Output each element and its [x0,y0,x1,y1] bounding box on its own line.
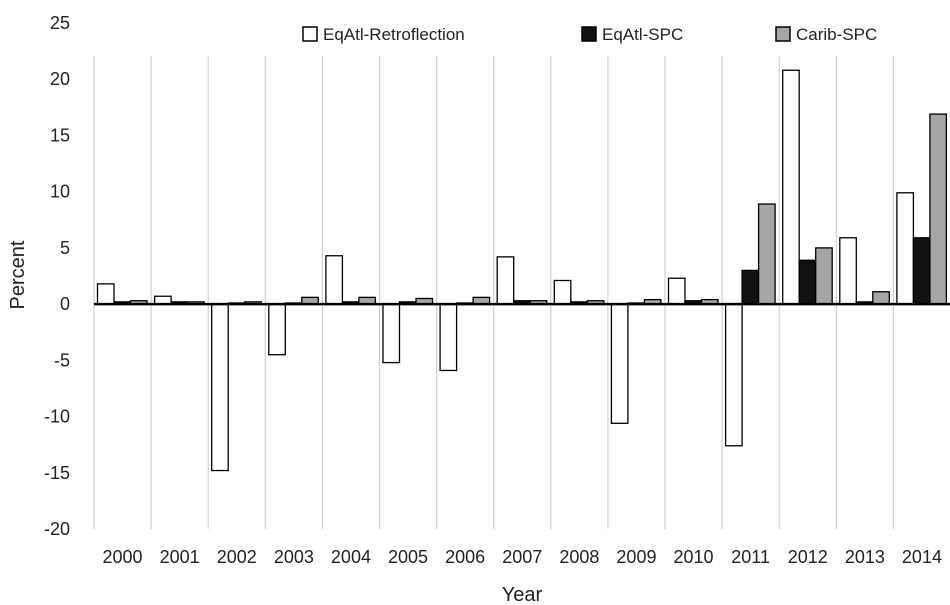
bar-carib-spc-2014 [929,113,948,305]
x-tick-label: 2009 [616,547,656,567]
bar-eqatl-spc-2014 [912,237,931,305]
y-tick-labels: -20 -15 -10 -5 0 5 10 15 20 25 [44,13,70,539]
y-tick-label: 25 [50,13,70,33]
x-tick-label: 2000 [103,547,143,567]
x-tick-label: 2006 [445,547,485,567]
bar-eqatl-retroflection-2000 [96,283,115,305]
y-tick-label: 20 [50,69,70,89]
x-tick-label: 2007 [502,547,542,567]
bar-eqatl-retroflection-2013 [839,237,857,305]
y-tick-label: 5 [60,238,70,258]
bar-eqatl-spc-2011 [741,269,760,305]
bar-eqatl-retroflection-2007 [496,256,515,305]
x-tick-label: 2002 [217,547,257,567]
bar-eqatl-retroflection-2003 [268,303,286,356]
y-axis-label: Percent [7,240,29,309]
bar-eqatl-retroflection-2006 [439,303,458,372]
x-tick-label: 2005 [388,547,428,567]
bar-eqatl-retroflection-2005 [382,303,401,364]
y-tick-label: -10 [44,407,70,427]
y-tick-label: 15 [50,125,70,145]
bar-eqatl-retroflection-2004 [325,255,344,305]
x-tick-label: 2012 [788,547,828,567]
bar-eqatl-retroflection-2010 [667,277,686,305]
x-tick-label: 2001 [160,547,200,567]
legend-label: Carib-SPC [796,25,877,44]
y-tick-label: -20 [44,519,70,539]
x-axis-label: Year [502,584,543,605]
legend-swatch [581,26,597,42]
legend-swatch [775,26,791,42]
gridlines [93,56,895,529]
x-tick-label: 2010 [674,547,714,567]
x-tick-label: 2008 [559,547,599,567]
x-tick-label: 2013 [845,547,885,567]
bar-eqatl-retroflection-2002 [211,303,229,472]
legend-swatch [302,26,318,42]
x-tick-label: 2014 [902,547,942,567]
bars [96,69,948,472]
bar-eqatl-retroflection-2009 [610,303,629,424]
legend-label: EqAtl-Retroflection [323,25,465,44]
legend-label: EqAtl-SPC [602,25,683,44]
bar-carib-spc-2013 [872,291,890,305]
x-tick-label: 2011 [731,547,770,567]
y-tick-label: 10 [50,182,70,202]
bar-carib-spc-2011 [757,203,776,305]
bar-eqatl-retroflection-2014 [896,192,915,305]
bar-carib-spc-2012 [815,247,833,305]
y-tick-label: -15 [44,463,70,483]
x-tick-label: 2004 [331,547,371,567]
y-tick-label: -5 [54,350,70,370]
y-tick-label: 0 [60,294,70,314]
bar-eqatl-retroflection-2008 [553,279,572,305]
legend: EqAtl-Retroflection EqAtl-SPC Carib-SPC [302,25,877,44]
bar-eqatl-retroflection-2012 [782,69,800,305]
bar-eqatl-spc-2012 [798,259,817,305]
x-tick-label: 2003 [274,547,314,567]
bar-eqatl-retroflection-2011 [724,303,743,447]
x-tick-labels: 2000 2001 2002 2003 2004 2005 2006 2007 2008 2009… [103,547,942,567]
